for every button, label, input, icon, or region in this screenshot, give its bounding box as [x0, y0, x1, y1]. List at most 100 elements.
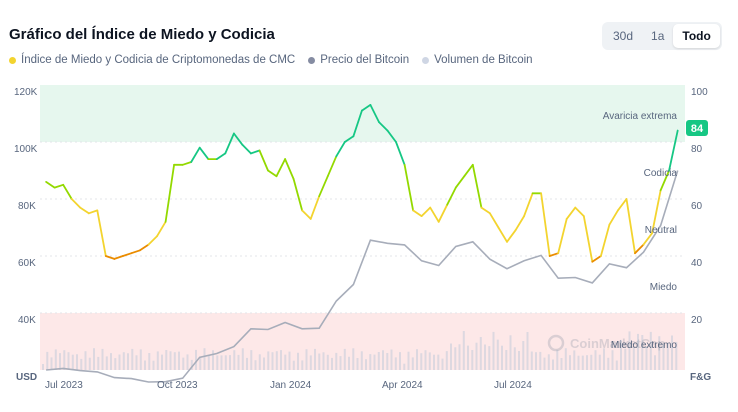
tab-all[interactable]: Todo [673, 24, 720, 48]
volume-bar [556, 349, 559, 370]
volume-bar [518, 351, 520, 370]
volume-bars [42, 331, 678, 370]
fear-greed-segment [318, 175, 329, 198]
volume-bar [394, 357, 397, 370]
volume-bar [539, 351, 542, 370]
volume-bar [484, 344, 486, 370]
volume-bar [624, 348, 627, 370]
volume-bar [275, 351, 278, 370]
volume-bar [118, 354, 121, 370]
fear-greed-segment [275, 158, 287, 178]
volume-bar [339, 356, 342, 370]
volume-bar [258, 354, 261, 370]
fear-greed-segment [429, 206, 440, 223]
volume-bar [271, 352, 274, 370]
volume-bar [501, 345, 503, 370]
volume-bar [127, 353, 129, 370]
fear-greed-segment [301, 209, 312, 220]
volume-bar [165, 350, 168, 370]
legend-dot-icon [9, 56, 16, 64]
volume-bar [182, 357, 185, 370]
volume-bar [110, 353, 112, 370]
volume-bar [288, 351, 291, 370]
volume-bar [666, 343, 669, 370]
volume-bar [284, 354, 287, 370]
fear-greed-segment [446, 186, 457, 206]
right-axis: 100 80 60 40 20 F&G [690, 87, 711, 383]
legend-btc-volume[interactable]: Volumen de Bitcoin [422, 54, 533, 66]
y-tick-label: 80K [18, 201, 36, 212]
volume-bar [216, 355, 219, 370]
volume-bar [131, 348, 134, 370]
volume-bar [331, 357, 333, 370]
volume-bar [475, 342, 478, 370]
volume-bar [318, 353, 321, 370]
volume-bar [509, 335, 512, 370]
volume-bar [492, 331, 495, 370]
volume-bar [186, 354, 189, 370]
volume-bar [471, 350, 474, 370]
volume-bar [632, 348, 635, 370]
volume-bar [564, 348, 567, 370]
fear-greed-segment [79, 206, 90, 215]
legend-btc-price[interactable]: Precio del Bitcoin [308, 54, 409, 66]
volume-bar [441, 358, 444, 370]
volume-bar [662, 344, 665, 370]
volume-bar [254, 360, 257, 370]
fear-greed-segment [574, 206, 585, 218]
volume-bar [267, 351, 270, 370]
volume-bar [637, 333, 639, 370]
volume-bar [356, 358, 359, 370]
fear-greed-segment [506, 229, 517, 243]
volume-bar [450, 343, 452, 370]
volume-bar [220, 355, 223, 370]
zone-label-extreme-fear: Miedo extremo [611, 340, 678, 351]
fear-greed-segment [378, 121, 389, 132]
range-tabs: 30d 1a Todo [602, 22, 722, 50]
fear-greed-segment [412, 209, 423, 218]
volume-bar [203, 348, 206, 370]
volume-bar [671, 335, 673, 370]
x-axis: Jul 2023 Oct 2023 Jan 2024 Apr 2024 Jul … [45, 380, 532, 391]
volume-bar [382, 350, 384, 370]
volume-bar [46, 351, 49, 370]
volume-bar [88, 357, 91, 370]
tab-30d[interactable]: 30d [613, 29, 634, 43]
volume-bar [560, 358, 563, 370]
legend-fear-greed[interactable]: Índice de Miedo y Codicia de Criptomoned… [9, 54, 295, 66]
zone-label-greed: Codicia [644, 168, 678, 179]
fear-greed-segment [130, 249, 141, 255]
volume-bar [241, 348, 244, 370]
fear-greed-segment [454, 175, 466, 189]
x-tick-label: Apr 2024 [382, 380, 423, 391]
fear-greed-segment [147, 235, 159, 246]
volume-bar [505, 350, 508, 370]
tab-1y[interactable]: 1a [651, 29, 665, 43]
fear-greed-segment [156, 220, 167, 238]
y-tick-label: 60K [18, 258, 36, 269]
watermark: CoinMarketCap [547, 334, 665, 352]
fear-greed-segment [198, 146, 210, 161]
volume-bar [195, 349, 197, 370]
volume-bar [80, 358, 83, 370]
volume-bar [399, 352, 401, 370]
volume-bar [135, 355, 138, 370]
zone-label-neutral: Neutral [645, 225, 677, 236]
volume-bar [148, 353, 151, 370]
volume-bar [229, 355, 231, 370]
fear-greed-segment [284, 158, 295, 180]
volume-bar [615, 360, 618, 370]
volume-bar [169, 351, 172, 370]
fear-greed-segment [352, 109, 363, 138]
volume-bar [97, 356, 100, 370]
fear-greed-segment [122, 252, 133, 257]
volume-bar [207, 355, 210, 370]
x-tick-label: Jul 2023 [45, 380, 83, 391]
volume-bar [479, 337, 482, 370]
volume-bar [552, 359, 554, 370]
volume-bar [173, 352, 176, 370]
fear-greed-segment [190, 146, 201, 163]
volume-bar [122, 352, 125, 370]
y-tick-label: 40K [18, 315, 36, 326]
fear-greed-segment [548, 252, 560, 257]
